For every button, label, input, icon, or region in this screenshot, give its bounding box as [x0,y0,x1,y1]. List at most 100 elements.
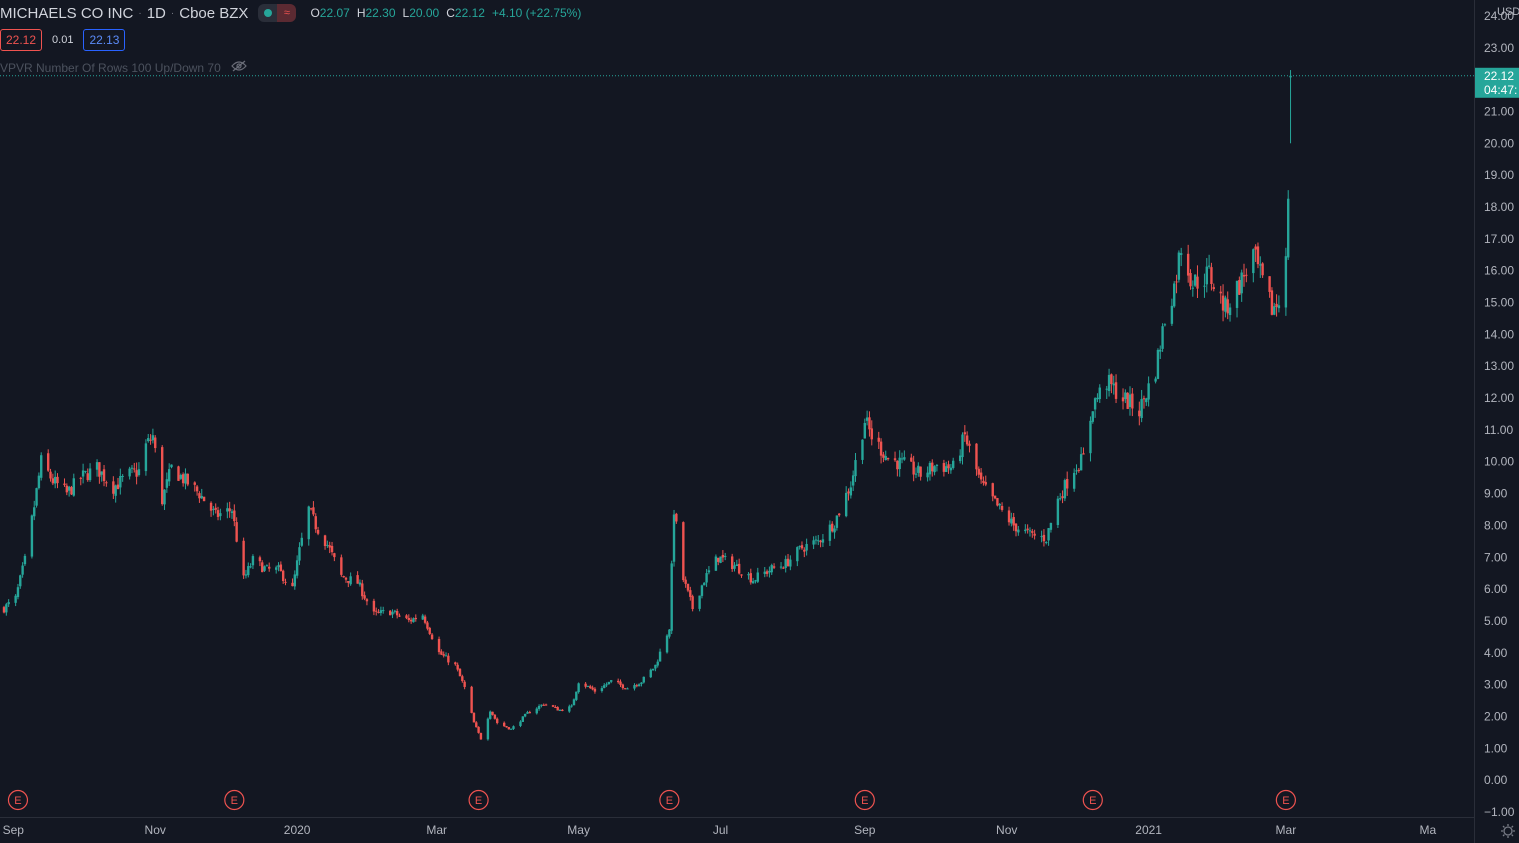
price-tick-label: 20.00 [1484,136,1514,150]
candle [1147,376,1150,407]
time-tick-label: Nov [145,823,166,837]
candle [72,473,75,497]
candle [235,517,238,543]
candle [1228,303,1232,322]
candle [784,555,787,573]
candle [21,562,24,578]
price-axis-ticks: 24.0023.0022.0021.0020.0019.0018.0017.00… [1484,9,1515,819]
candle [1235,280,1239,318]
candle [1072,468,1076,492]
candle [356,571,359,584]
candle [407,614,411,623]
candle [633,683,636,691]
candle [1226,291,1229,320]
candle [1024,524,1027,534]
candle [782,566,785,569]
earnings-marker[interactable]: E [468,789,489,811]
indicator-legend[interactable]: VPVR Number Of Rows 100 Up/Down 70 [0,60,247,75]
candle [33,500,36,521]
candle [149,434,152,445]
candle [554,705,557,709]
candle [670,560,673,635]
buy-price-button[interactable]: 22.13 [83,29,126,51]
candle [1063,478,1067,502]
time-tick-label: May [567,823,590,837]
settings-gear-icon[interactable] [1501,824,1515,838]
symbol-name[interactable]: MICHAELS CO INC [0,4,134,22]
candle [623,688,627,690]
candle [591,685,594,691]
candle [154,435,157,453]
candle [1040,530,1043,543]
candle [79,476,82,486]
candle [1077,468,1081,473]
candle [754,579,757,584]
candle [800,541,804,550]
candle [51,473,55,486]
candle [65,483,69,496]
earnings-marker[interactable]: E [1082,789,1103,811]
candle [1012,512,1015,531]
candle [733,562,736,572]
price-tick-label: 17.00 [1484,232,1514,246]
candle [812,536,815,550]
candle [230,509,234,519]
candle [886,457,890,461]
sell-price-button[interactable]: 22.12 [0,29,43,51]
earnings-marker[interactable]: E [224,789,245,811]
candle [751,577,755,584]
market-status-pill[interactable]: ≈ [258,4,297,22]
price-tick-label: 18.00 [1484,200,1514,214]
candle [14,594,17,607]
candle [1193,274,1197,288]
exchange-label[interactable]: Cboe BZX [179,4,249,22]
candle [724,552,727,561]
price-tick-label: 15.00 [1484,296,1514,310]
interval-label[interactable]: 1D [146,4,166,22]
candle [1031,528,1034,538]
candle [968,440,971,453]
candle [1284,247,1288,316]
candle [502,721,506,728]
candle [896,460,899,477]
eye-hidden-icon[interactable] [230,60,247,75]
earnings-marker[interactable]: E [659,789,680,811]
candle [1277,295,1281,313]
candle [619,679,622,688]
legend-separator: · [138,7,142,19]
candle [765,569,769,577]
price-tick-label: 9.00 [1484,487,1508,501]
candle [81,463,85,484]
candle [1259,256,1262,278]
candle [316,526,320,536]
candle [1210,262,1213,291]
candle [1126,392,1129,410]
market-open-dot-icon [258,4,278,22]
earnings-marker[interactable]: E [7,789,29,811]
candle [398,613,401,618]
candle [749,568,752,585]
candle [328,541,331,554]
time-axis[interactable]: Sep Nov 2020 Mar May Jul Sep Nov 2021 Mar Ma [0,817,1474,838]
candle [977,466,980,478]
candle [312,501,315,517]
candle [877,431,880,450]
candle [965,431,969,447]
candle [1007,506,1011,526]
candle [184,468,187,490]
price-tick-label: 12.00 [1484,391,1514,405]
candle [1075,464,1078,475]
candle [144,439,148,476]
earnings-marker[interactable]: E [854,789,875,811]
candle [1107,368,1111,397]
candle [251,554,255,570]
indicator-label[interactable]: VPVR Number Of Rows 100 Up/Down 70 [0,60,221,75]
candle [851,470,855,491]
time-tick-label: 2021 [1135,823,1162,837]
candle [1177,250,1181,283]
earnings-marker[interactable]: E [1275,789,1296,811]
price-axis[interactable]: 24.0023.0022.0021.0020.0019.0018.0017.00… [1474,0,1519,843]
candle [819,539,822,548]
